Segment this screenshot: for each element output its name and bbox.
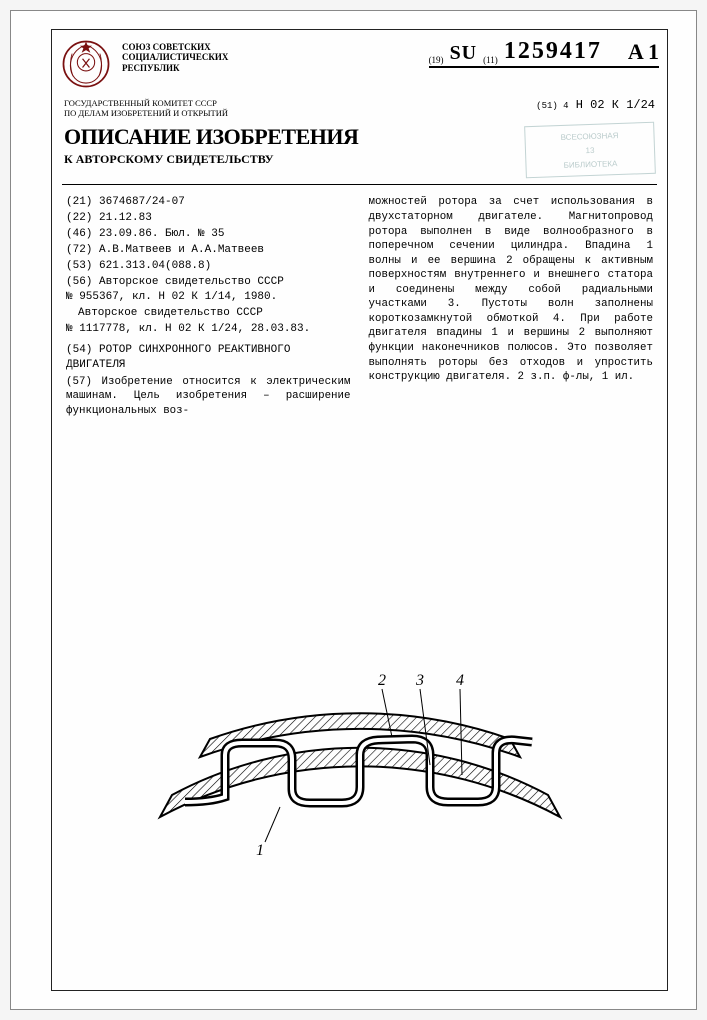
ipc-code: (51) 4 Н 02 К 1/24 [536,98,655,112]
issuer-label: СОЮЗ СОВЕТСКИХ СОЦИАЛИСТИЧЕСКИХ РЕСПУБЛИ… [122,38,242,73]
publication-number: (19) SU (11) 1259417 A 1 [429,38,659,68]
doc-title: ОПИСАНИЕ ИЗОБРЕТЕНИЯ [64,124,513,150]
library-stamp: ВСЕСОЮЗНАЯ 13 БИБЛИОТЕКА [524,122,656,179]
biblio-block: (21) 3674687/24-07 (22) 21.12.83 (46) 23… [66,195,351,337]
svg-text:1: 1 [256,842,264,859]
svg-text:3: 3 [415,672,424,689]
invention-title: (54) РОТОР СИНХРОННОГО РЕАКТИВНОГО ДВИГА… [66,343,351,373]
doc-subtitle: К АВТОРСКОМУ СВИДЕТЕЛЬСТВУ [64,152,513,167]
committee-label: ГОСУДАРСТВЕННЫЙ КОМИТЕТ СССР ПО ДЕЛАМ ИЗ… [64,98,274,118]
svg-text:2: 2 [378,672,386,689]
figure: 2 3 4 1 [52,520,667,990]
abstract-left: (57) Изобретение относится к электрическ… [66,375,351,419]
abstract-right: можностей ротора за счет использования в… [369,195,654,384]
ussr-emblem [60,38,112,90]
svg-text:4: 4 [456,672,464,689]
